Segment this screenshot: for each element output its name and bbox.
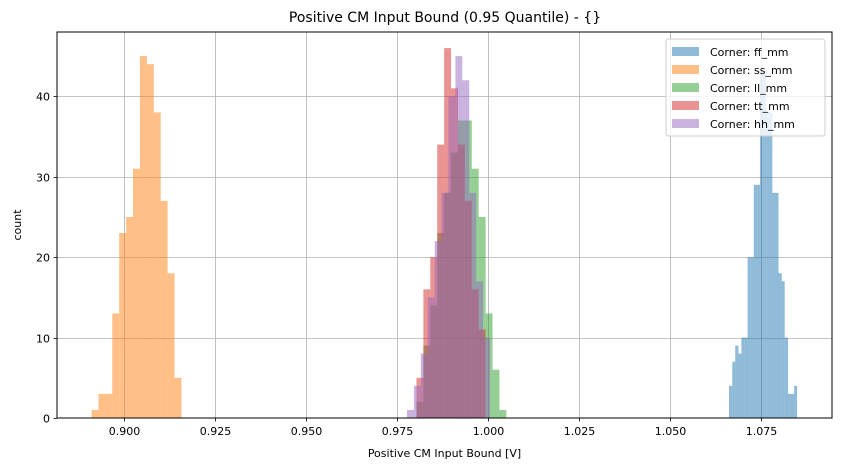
legend-entry-label: Corner: tt_mm	[710, 100, 790, 113]
histogram-bar	[420, 353, 428, 418]
histogram-bar	[781, 281, 785, 418]
histogram-bar	[160, 200, 168, 418]
histogram-bar	[105, 393, 113, 418]
histogram-bar	[455, 56, 463, 418]
histogram-bar	[476, 281, 484, 418]
legend: Corner: ff_mm Corner: ss_mm Corner: ll_mm C…	[665, 38, 826, 137]
histogram-bar	[98, 393, 106, 418]
legend-swatch	[672, 119, 699, 128]
y-axis-label: count	[11, 209, 24, 241]
histogram-bar	[784, 337, 788, 418]
x-tick-label: 1.075	[746, 425, 778, 438]
legend-swatch	[672, 101, 699, 110]
y-tick-label: 20	[36, 252, 50, 265]
histogram-bar	[735, 345, 739, 418]
histogram-bar	[174, 377, 182, 418]
y-tick-label: 40	[36, 91, 50, 104]
series-corner-hh-mm	[407, 56, 490, 418]
histogram-bar	[787, 393, 791, 418]
series-corner-ff-mm	[729, 72, 798, 419]
histogram-bar	[153, 112, 161, 419]
histogram-bar	[778, 273, 782, 418]
histogram-bar	[126, 216, 134, 418]
histogram-bar	[427, 297, 435, 418]
histogram-bar	[112, 313, 120, 418]
y-tick-label: 10	[36, 333, 50, 346]
histogram-bar	[790, 393, 795, 418]
histogram-bar	[462, 80, 470, 418]
y-tick-label: 30	[36, 172, 50, 185]
histogram-bar	[741, 337, 745, 418]
histogram-bar	[744, 337, 748, 418]
histogram-bar	[753, 184, 758, 418]
histogram-bar	[139, 56, 147, 418]
x-tick-label: 1.050	[655, 425, 687, 438]
x-tick-label: 0.950	[291, 425, 323, 438]
histogram-bar	[747, 257, 751, 418]
histogram-bar	[434, 241, 442, 418]
x-tick-label: 0.925	[200, 425, 232, 438]
histogram-bar	[448, 96, 456, 418]
histogram-bar	[769, 112, 773, 419]
histogram-bar	[772, 192, 776, 418]
histogram-bar	[146, 64, 154, 419]
histogram-bar	[133, 168, 140, 418]
x-tick-label: 0.975	[382, 425, 414, 438]
legend-entry-label: Corner: ll_mm	[710, 82, 787, 95]
legend-entry-label: Corner: hh_mm	[710, 118, 795, 131]
histogram-bar	[499, 409, 507, 418]
histogram-bar	[441, 192, 449, 418]
histogram-bar	[483, 337, 490, 418]
x-tick-label: 0.900	[109, 425, 141, 438]
x-axis-label: Positive CM Input Bound [V]	[368, 447, 521, 460]
histogram-bar	[119, 233, 127, 418]
axis-ticks: 0.900 0.925 0.950 0.975 1.000 1.025 1.050 1.075…	[36, 91, 777, 439]
x-tick-label: 1.025	[564, 425, 596, 438]
x-tick-label: 1.000	[473, 425, 505, 438]
histogram-bar	[738, 353, 742, 418]
histogram-bar	[407, 409, 414, 418]
histogram-bar	[413, 385, 421, 418]
histogram-bar	[729, 385, 733, 418]
series-corner-ss-mm	[91, 56, 182, 419]
legend-box	[665, 38, 826, 137]
histogram-bar	[91, 409, 99, 418]
y-tick-label: 0	[43, 413, 50, 426]
legend-swatch	[672, 83, 699, 92]
legend-swatch	[672, 65, 699, 74]
histogram-bar	[766, 112, 770, 419]
histogram-bar	[469, 192, 477, 418]
histogram-bar	[492, 369, 500, 418]
plot-frame	[56, 31, 833, 419]
histogram-bar	[167, 273, 175, 418]
histogram-bar	[775, 192, 779, 418]
histogram-bar	[732, 361, 736, 418]
histogram-bars	[91, 48, 798, 419]
histogram-bar	[794, 385, 798, 418]
histogram-bar	[763, 72, 767, 418]
legend-swatch	[672, 47, 699, 56]
chart-title: Positive CM Input Bound (0.95 Quantile) …	[289, 10, 601, 26]
histogram-bar	[757, 184, 760, 418]
histogram-bar	[759, 72, 764, 418]
legend-entry-label: Corner: ss_mm	[710, 64, 792, 77]
histogram-bar	[750, 257, 754, 418]
legend-entry-label: Corner: ff_mm	[710, 46, 789, 59]
